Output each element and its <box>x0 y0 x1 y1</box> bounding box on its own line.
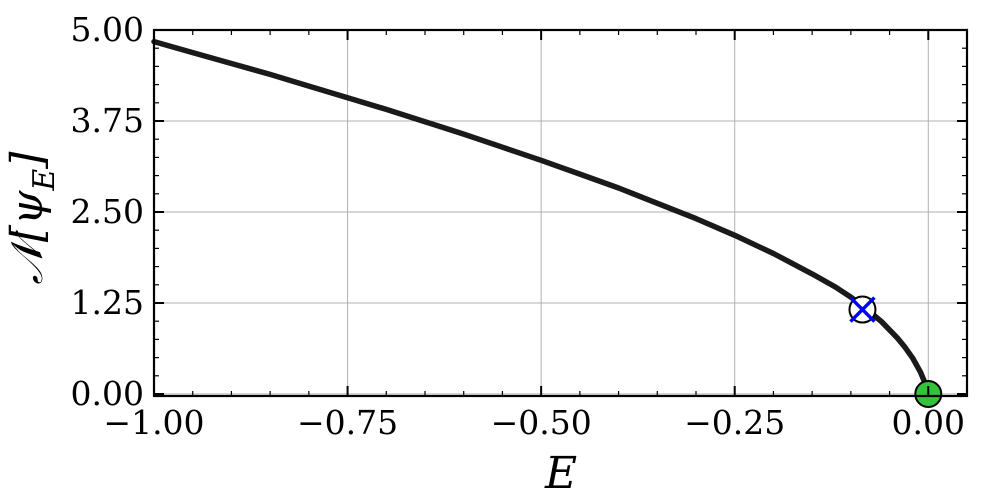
series-line <box>151 38 932 397</box>
series-layer <box>151 38 932 397</box>
plot-frame <box>152 28 969 398</box>
y-axis-label-main: 𝒩[ψ <box>2 190 53 284</box>
y-tick-label: 0.00 <box>71 374 144 413</box>
x-tick-label: −0.50 <box>491 403 592 442</box>
x-tick-label: −0.75 <box>297 403 398 442</box>
y-axis-label-close: ] <box>2 151 53 170</box>
grid <box>153 29 967 396</box>
ticks <box>153 29 967 396</box>
y-axis-label: 𝒩[ψE] <box>2 151 62 285</box>
y-tick-label: 3.75 <box>71 101 144 140</box>
x-tick-label: −1.00 <box>103 403 204 442</box>
x-axis-label: E <box>544 448 577 498</box>
y-tick-label: 2.50 <box>71 192 144 231</box>
y-tick-label: 5.00 <box>71 10 144 49</box>
y-axis-label-subscript: E <box>27 169 62 192</box>
y-tick-label: 1.25 <box>71 283 144 322</box>
x-tick-label: −0.25 <box>684 403 785 442</box>
cross-marker-stroke <box>849 296 876 323</box>
tick-labels: −1.00 −0.75 −0.50 −0.25 0.00 0.00 1.25 2.50 3.75… <box>71 10 966 442</box>
x-tick-label: 0.00 <box>892 403 965 442</box>
